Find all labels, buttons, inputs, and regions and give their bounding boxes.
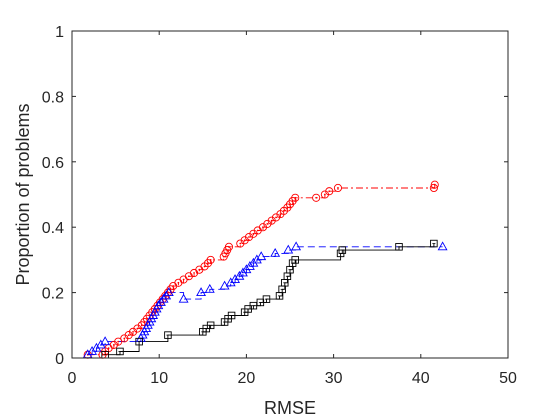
data-point-center bbox=[294, 196, 297, 199]
data-point-center bbox=[282, 209, 285, 212]
y-tick-label: 0.8 bbox=[42, 89, 64, 106]
data-point-square bbox=[262, 295, 271, 303]
tick-layer: 0 10 20 30 40 50 0 0.2 0.4 0.6 0.8 1 bbox=[42, 24, 517, 387]
data-point-circle bbox=[325, 187, 334, 196]
data-point-center bbox=[117, 340, 120, 343]
data-point-square bbox=[430, 239, 438, 248]
data-point-center bbox=[177, 281, 180, 284]
data-point-circle bbox=[312, 193, 321, 202]
x-tick-label: 40 bbox=[412, 370, 430, 387]
y-tick-label: 1 bbox=[55, 24, 64, 41]
y-tick-label: 0.4 bbox=[42, 220, 64, 237]
data-point-center bbox=[275, 216, 277, 219]
data-point-triangle bbox=[163, 287, 174, 297]
data-point-center bbox=[112, 344, 115, 346]
data-point-center bbox=[433, 183, 436, 186]
data-point-triangle bbox=[155, 296, 166, 306]
plot-background bbox=[72, 31, 508, 358]
data-point-square bbox=[206, 321, 215, 330]
data-point-triangle bbox=[283, 244, 294, 254]
data-point-center bbox=[337, 187, 339, 189]
data-point-triangle bbox=[270, 247, 281, 257]
data-point-triangle bbox=[158, 293, 169, 303]
y-tick-label: 0 bbox=[55, 351, 64, 368]
data-point-triangle bbox=[241, 264, 252, 274]
data-point-triangle bbox=[291, 241, 302, 251]
data-point-center bbox=[132, 330, 134, 333]
data-point-center bbox=[315, 196, 318, 199]
data-point-center bbox=[209, 259, 212, 261]
data-point-triangle bbox=[237, 267, 248, 277]
data-point-circle bbox=[333, 183, 343, 193]
data-point-triangle bbox=[248, 257, 259, 267]
data-point-center bbox=[270, 219, 273, 222]
marker-layer bbox=[82, 180, 448, 359]
x-axis-label: RMSE bbox=[264, 398, 316, 418]
data-point-center bbox=[228, 245, 230, 248]
data-point-square bbox=[135, 337, 143, 346]
data-point-center bbox=[279, 213, 282, 216]
y-tick-label: 0.6 bbox=[42, 155, 64, 172]
data-point-triangle bbox=[178, 293, 189, 303]
data-point-triangle bbox=[230, 274, 241, 283]
x-tick-label: 10 bbox=[150, 370, 168, 387]
data-point-center bbox=[248, 236, 250, 238]
data-point-triangle bbox=[153, 300, 164, 310]
data-point-triangle bbox=[244, 261, 255, 270]
data-point-square bbox=[291, 256, 299, 264]
data-point-center bbox=[203, 265, 206, 268]
data-point-center bbox=[262, 226, 264, 229]
data-point-center bbox=[193, 272, 195, 274]
data-point-triangle bbox=[256, 251, 267, 261]
data-point-square bbox=[116, 347, 124, 356]
data-point-circle bbox=[291, 193, 300, 202]
data-point-circle bbox=[429, 183, 438, 193]
data-point-square bbox=[395, 243, 403, 251]
data-point-triangle bbox=[91, 342, 102, 352]
y-tick-label: 0.2 bbox=[42, 286, 64, 303]
data-point-center bbox=[328, 190, 331, 193]
x-tick-label: 30 bbox=[325, 370, 343, 387]
data-point-triangle bbox=[204, 283, 215, 293]
data-point-center bbox=[187, 275, 190, 278]
data-point-center bbox=[136, 327, 139, 330]
data-point-triangle bbox=[87, 346, 98, 355]
data-point-triangle bbox=[234, 270, 245, 280]
data-point-center bbox=[127, 334, 130, 337]
data-point-triangle bbox=[95, 339, 106, 349]
data-point-triangle bbox=[225, 277, 236, 287]
data-point-square bbox=[227, 311, 236, 320]
data-point-triangle bbox=[161, 290, 172, 300]
data-point-center bbox=[266, 223, 269, 225]
data-point-center bbox=[123, 337, 126, 340]
x-tick-label: 50 bbox=[499, 370, 517, 387]
data-point-triangle bbox=[196, 287, 207, 297]
data-point-circle bbox=[430, 180, 439, 189]
data-point-center bbox=[243, 239, 246, 242]
data-point-circle bbox=[206, 255, 215, 264]
data-point-center bbox=[256, 229, 259, 232]
y-axis-label: Proportion of problems bbox=[13, 103, 33, 285]
data-point-center bbox=[172, 285, 175, 287]
data-point-circle bbox=[224, 242, 234, 251]
data-point-center bbox=[252, 232, 255, 235]
data-point-square bbox=[164, 331, 172, 339]
data-point-center bbox=[239, 242, 242, 245]
data-point-center bbox=[198, 268, 201, 271]
data-point-center bbox=[107, 347, 110, 350]
x-tick-label: 0 bbox=[68, 370, 77, 387]
data-point-triangle bbox=[251, 254, 262, 264]
data-point-center bbox=[323, 193, 326, 196]
x-tick-label: 20 bbox=[238, 370, 256, 387]
data-point-square bbox=[338, 246, 347, 254]
data-point-triangle bbox=[437, 241, 448, 251]
data-point-circle bbox=[114, 337, 123, 346]
plot-frame bbox=[71, 30, 509, 359]
data-point-center bbox=[182, 278, 185, 281]
data-point-triangle bbox=[100, 336, 111, 346]
